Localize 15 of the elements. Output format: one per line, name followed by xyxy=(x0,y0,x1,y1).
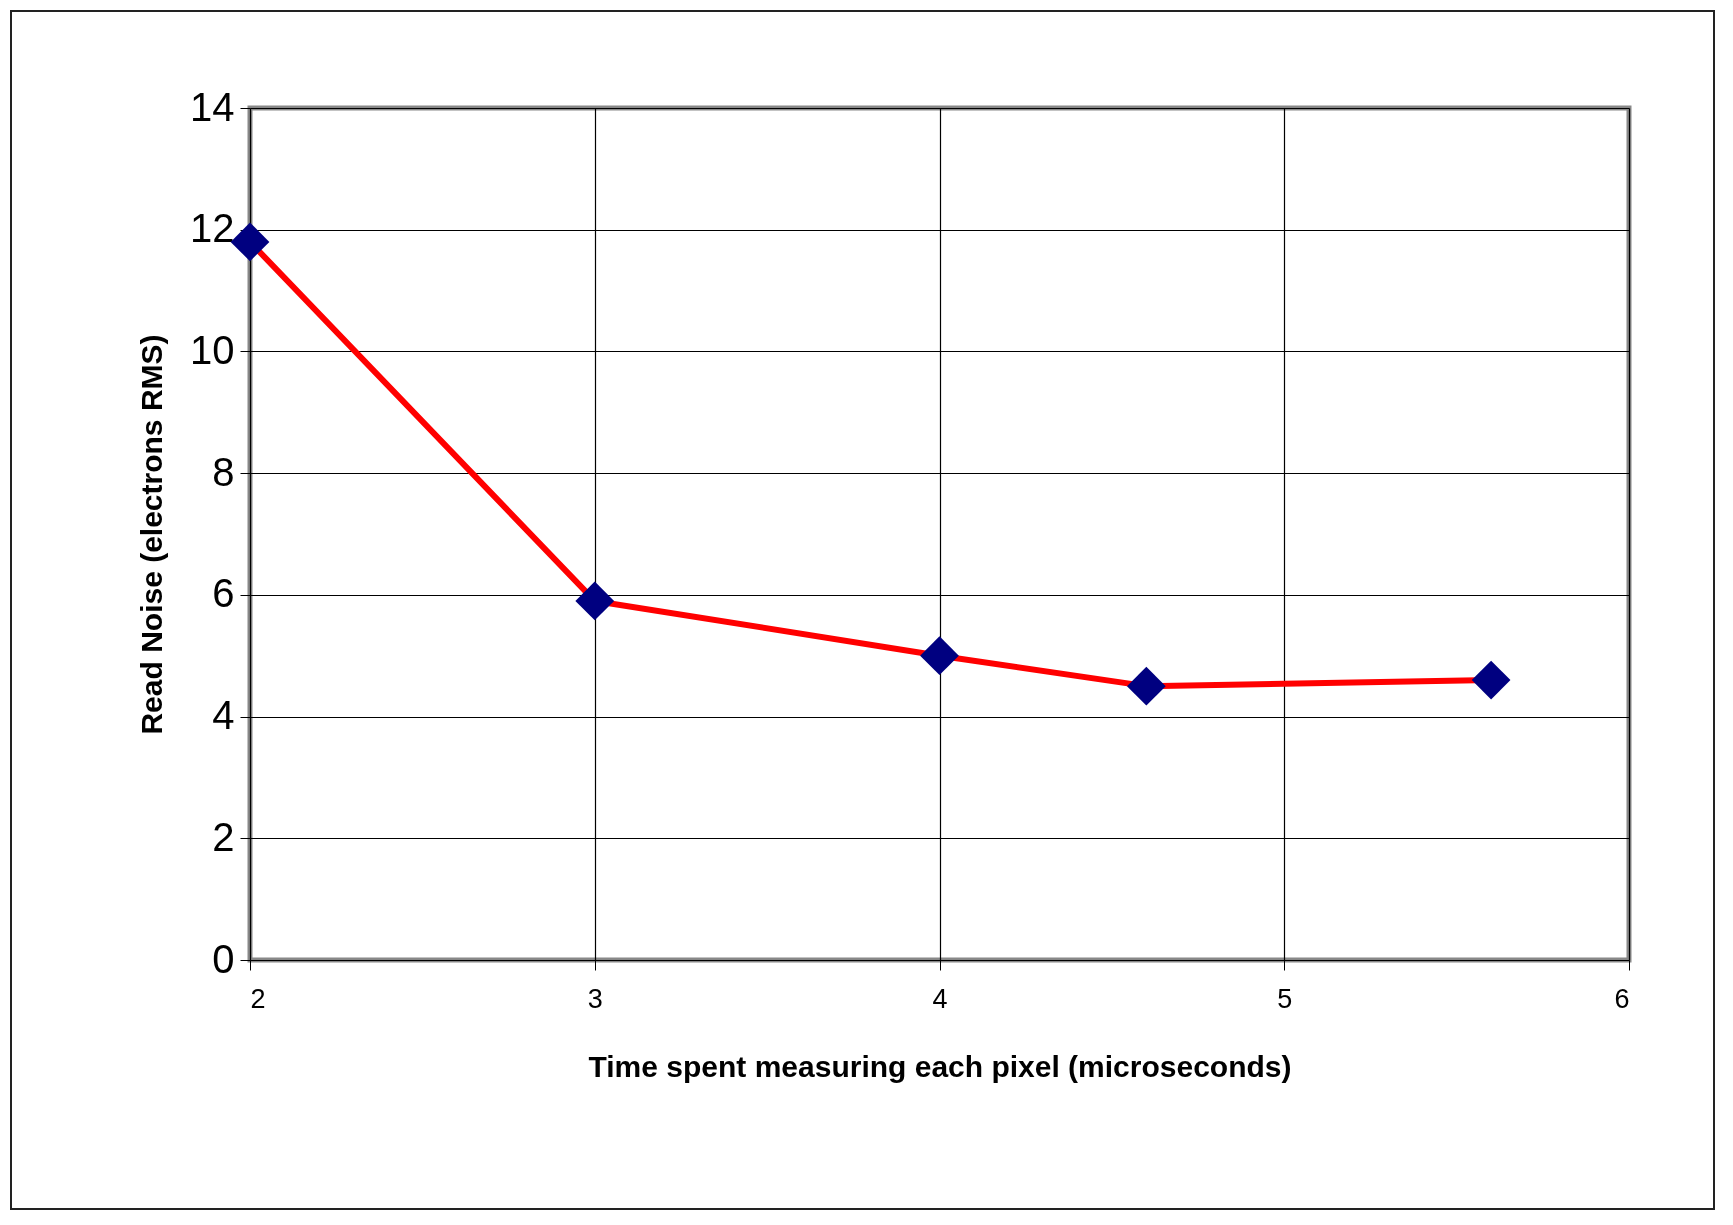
x-tick-label: 3 xyxy=(587,983,603,1014)
x-axis-title: Time spent measuring each pixel (microseconds) xyxy=(588,1049,1292,1083)
y-tick-label: 2 xyxy=(212,814,235,859)
y-axis-title: Read Noise (electrons RMS) xyxy=(135,334,169,735)
y-tick-label: 14 xyxy=(190,84,235,129)
y-tick-label: 10 xyxy=(190,327,235,372)
y-tick-label: 12 xyxy=(190,206,235,251)
x-tick-label: 5 xyxy=(1277,983,1293,1014)
y-tick-label: 0 xyxy=(212,936,235,981)
y-tick-label: 4 xyxy=(212,693,235,738)
y-tick-label: 6 xyxy=(212,571,235,616)
y-tick-label: 8 xyxy=(212,449,235,494)
x-tick-label: 6 xyxy=(1614,983,1630,1014)
x-tick-label: 4 xyxy=(932,983,948,1014)
x-tick-label: 2 xyxy=(250,983,266,1014)
